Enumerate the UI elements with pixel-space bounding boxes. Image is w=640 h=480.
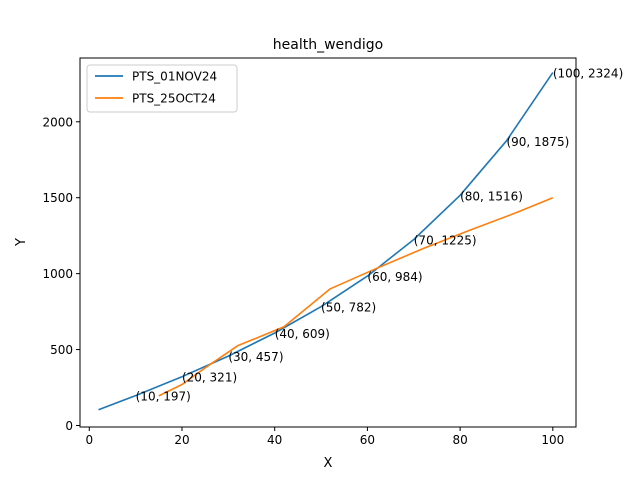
x-tick-label: 60 [360, 433, 375, 447]
y-tick-label: 1000 [42, 267, 73, 281]
legend-label-pts-25oct24: PTS_25OCT24 [132, 92, 216, 106]
chart-title: health_wendigo [273, 37, 383, 53]
x-tick-label: 0 [85, 433, 93, 447]
data-label: (10, 197) [136, 390, 191, 404]
data-label: (50, 782) [321, 301, 376, 315]
series-line-pts-01nov24 [98, 72, 554, 411]
y-axis-label: Y [14, 238, 29, 247]
x-tick-label: 80 [452, 433, 467, 447]
x-tick-label: 100 [541, 433, 564, 447]
data-label: (100, 2324) [553, 67, 623, 81]
data-label: (30, 457) [228, 350, 283, 364]
x-tick-label: 40 [267, 433, 282, 447]
legend: PTS_01NOV24 PTS_25OCT24 [86, 64, 238, 113]
legend-label-pts-01nov24: PTS_01NOV24 [132, 70, 217, 84]
x-axis-label: X [324, 456, 333, 471]
y-tick-label: 500 [50, 343, 73, 357]
y-tick-label: 0 [65, 419, 73, 433]
axes-frame [79, 57, 577, 428]
data-label: (70, 1225) [414, 233, 477, 247]
data-label: (90, 1875) [506, 135, 569, 149]
x-tick-label: 20 [174, 433, 189, 447]
data-label: (80, 1516) [460, 189, 523, 203]
y-tick-label: 2000 [42, 115, 73, 129]
data-label: (40, 609) [275, 327, 330, 341]
data-label: (20, 321) [182, 371, 237, 385]
y-tick-label: 1500 [42, 191, 73, 205]
data-label: (60, 984) [367, 270, 422, 284]
series-line-pts-25oct24 [158, 196, 554, 397]
legend-box [86, 64, 238, 113]
